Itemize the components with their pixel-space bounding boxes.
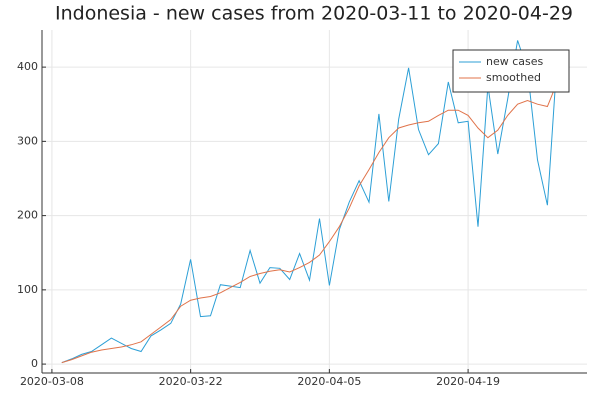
y-tick-label: 0 [31, 357, 38, 370]
x-tick-label: 2020-04-19 [436, 375, 500, 388]
legend-label: new cases [486, 55, 544, 68]
x-tick-label: 2020-04-05 [297, 375, 361, 388]
chart-title: Indonesia - new cases from 2020-03-11 to… [55, 3, 573, 25]
x-tick-label: 2020-03-08 [20, 375, 84, 388]
series-line [61, 55, 568, 364]
y-tick-label: 200 [17, 209, 38, 222]
series-line [61, 40, 568, 364]
legend-label: smoothed [486, 71, 541, 84]
legend-box [452, 49, 570, 93]
x-tick-label: 2020-03-22 [159, 375, 223, 388]
y-tick-label: 300 [17, 134, 38, 147]
y-tick-label: 400 [17, 60, 38, 73]
y-tick-label: 100 [17, 283, 38, 296]
